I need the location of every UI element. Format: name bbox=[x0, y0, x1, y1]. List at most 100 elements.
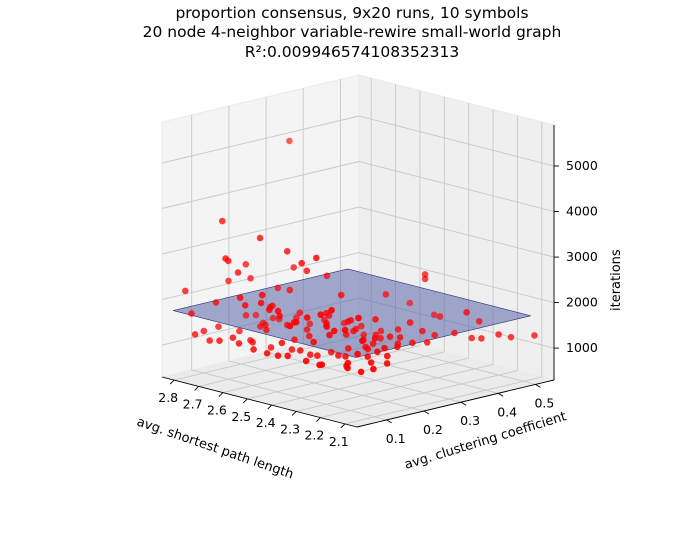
z-grid-back bbox=[161, 206, 360, 255]
data-point bbox=[463, 309, 470, 316]
data-point bbox=[236, 327, 243, 335]
y-grid-floor bbox=[228, 360, 425, 412]
x-tick-label: 2.8 bbox=[158, 390, 178, 405]
data-point bbox=[337, 291, 345, 299]
data-point bbox=[345, 345, 352, 352]
data-point bbox=[307, 351, 314, 359]
data-point bbox=[327, 348, 335, 356]
data-point bbox=[383, 360, 391, 367]
data-point bbox=[267, 344, 275, 351]
data-point bbox=[317, 311, 325, 319]
data-point bbox=[212, 299, 220, 306]
data-point bbox=[257, 299, 265, 307]
data-point bbox=[335, 352, 342, 359]
data-point bbox=[302, 357, 310, 365]
data-point bbox=[303, 267, 311, 275]
data-point bbox=[288, 346, 296, 353]
data-point bbox=[406, 319, 414, 326]
data-point bbox=[250, 346, 257, 353]
data-point bbox=[314, 352, 321, 359]
data-point bbox=[306, 320, 314, 328]
data-point bbox=[423, 339, 431, 346]
data-point bbox=[225, 277, 232, 285]
y-tick-mark bbox=[497, 392, 504, 397]
data-point bbox=[372, 316, 379, 323]
x-tick-label: 2.7 bbox=[183, 396, 203, 411]
data-point bbox=[355, 314, 362, 322]
y-axis-label: avg. clustering coefficient bbox=[403, 409, 568, 473]
data-point bbox=[290, 264, 298, 271]
data-point bbox=[394, 343, 401, 351]
x-tick-mark bbox=[218, 392, 224, 397]
y-tick-mark bbox=[535, 384, 541, 388]
data-point bbox=[377, 327, 385, 335]
y-axis-line bbox=[356, 379, 555, 428]
data-point bbox=[381, 344, 388, 352]
data-point bbox=[430, 311, 438, 319]
data-point bbox=[419, 327, 426, 335]
data-point bbox=[354, 350, 361, 358]
data-point bbox=[396, 334, 404, 341]
y-tick-label: 0.4 bbox=[497, 404, 517, 419]
data-point bbox=[249, 339, 256, 346]
data-point bbox=[360, 331, 368, 339]
x-tick-mark bbox=[267, 404, 273, 410]
z-tick-label: 2000 bbox=[566, 295, 598, 310]
data-point bbox=[436, 313, 444, 320]
data-point bbox=[382, 291, 390, 298]
data-point bbox=[367, 359, 375, 366]
data-point bbox=[386, 333, 394, 341]
data-point bbox=[326, 331, 333, 339]
data-point bbox=[234, 269, 242, 276]
data-point bbox=[191, 331, 199, 338]
data-point bbox=[274, 352, 282, 360]
z-grid-side bbox=[358, 206, 555, 258]
data-point bbox=[384, 352, 391, 360]
y-grid-floor bbox=[265, 351, 462, 403]
axes-ticks: 2.1 2.2 2.3 2.4 2.5 2.6 2.7 2.8 0.1 0.2 0.3 0.4 0.5 1… bbox=[158, 158, 598, 449]
data-point bbox=[406, 299, 414, 307]
data-point bbox=[344, 318, 352, 325]
data-point bbox=[256, 234, 264, 242]
data-point bbox=[297, 347, 304, 354]
data-point bbox=[323, 322, 330, 330]
data-point bbox=[286, 137, 293, 145]
x-tick-mark bbox=[340, 423, 346, 429]
z-tick-label: 4000 bbox=[566, 204, 598, 219]
z-tick-label: 3000 bbox=[566, 249, 598, 264]
data-point bbox=[350, 327, 357, 335]
data-point bbox=[370, 365, 377, 373]
data-point bbox=[296, 309, 304, 317]
z-grid-side bbox=[358, 161, 555, 212]
data-point bbox=[468, 334, 476, 342]
data-point bbox=[531, 332, 538, 339]
data-point bbox=[377, 335, 384, 342]
y-tick-mark bbox=[423, 410, 430, 415]
z-grid-side bbox=[358, 252, 555, 304]
z-grid-back bbox=[161, 161, 360, 209]
data-point bbox=[328, 306, 335, 314]
data-point bbox=[222, 255, 229, 262]
fitted-plane bbox=[173, 268, 531, 358]
data-point bbox=[283, 248, 291, 255]
z-tick-label: 1000 bbox=[566, 340, 598, 355]
x-grid-floor bbox=[295, 363, 494, 412]
data-point bbox=[263, 350, 271, 357]
z-grid-back bbox=[161, 115, 360, 164]
data-point bbox=[252, 311, 260, 319]
data-point bbox=[262, 321, 269, 329]
data-point bbox=[364, 345, 372, 353]
data-point bbox=[286, 286, 294, 294]
data-point bbox=[310, 338, 317, 346]
data-point bbox=[229, 334, 237, 342]
data-point bbox=[266, 306, 273, 314]
scatter-points bbox=[182, 137, 538, 376]
data-point bbox=[247, 275, 254, 282]
data-point bbox=[274, 307, 282, 315]
x-tick-label: 2.5 bbox=[231, 409, 251, 424]
data-point bbox=[495, 331, 502, 338]
data-point bbox=[235, 340, 243, 347]
data-point bbox=[374, 348, 381, 356]
x-tick-mark bbox=[316, 417, 321, 422]
